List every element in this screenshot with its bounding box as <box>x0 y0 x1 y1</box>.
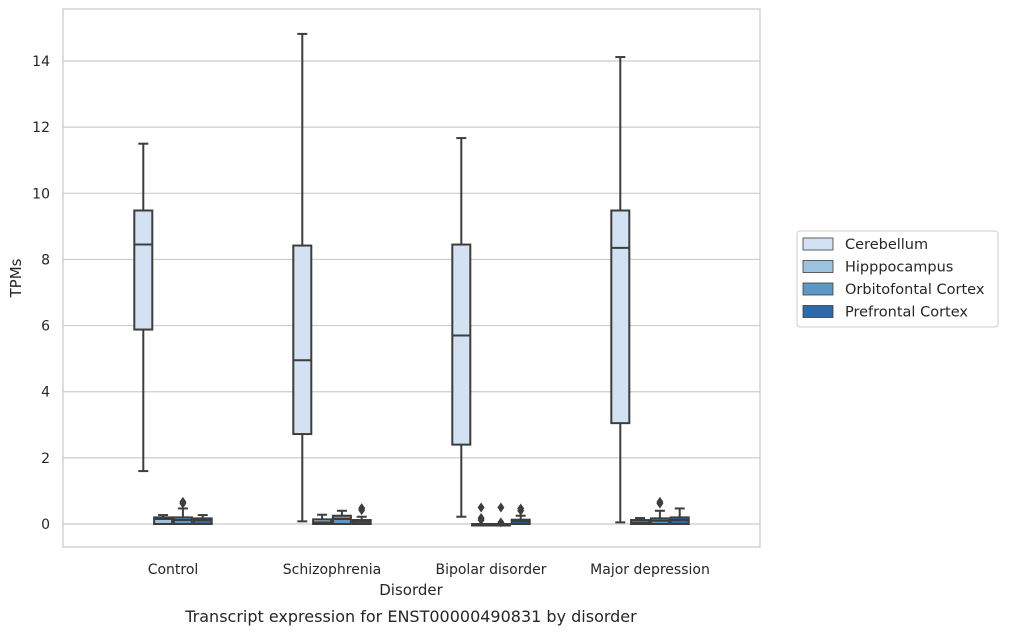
box-prefrontal-cortex <box>669 507 690 525</box>
box-prefrontal-cortex <box>351 503 372 526</box>
grid-lines <box>63 60 760 525</box>
y-tick-label: 0 <box>41 517 50 533</box>
box-cerebellum <box>451 137 472 518</box>
plot-background <box>63 9 760 547</box>
y-tick-label: 4 <box>41 385 50 401</box>
outlier-point <box>179 496 187 507</box>
box-cerebellum <box>610 56 631 524</box>
outlier-point <box>477 513 485 524</box>
x-tick-label: Major depression <box>590 562 710 578</box>
legend-label: Hipppocampus <box>845 260 953 276</box>
box-orbitofontal-cortex <box>331 509 352 525</box>
x-tick-label: Control <box>148 562 199 578</box>
legend-label: Orbitofontal Cortex <box>845 282 985 298</box>
y-tick-label: 14 <box>32 54 50 70</box>
box-series <box>133 32 690 528</box>
box-cerebellum <box>292 32 313 523</box>
legend: Cerebellum Hipppocampus Orbitofontal Corte… <box>796 230 999 328</box>
legend-label: Cerebellum <box>845 237 928 253</box>
box-orbitofontal-cortex <box>649 496 670 526</box>
outlier-point <box>358 503 366 514</box>
box-body <box>192 517 213 526</box>
y-tick-label: 10 <box>32 186 50 202</box>
legend-swatch <box>802 237 834 251</box>
outlier-point <box>477 502 485 513</box>
legend-swatch <box>802 260 834 273</box>
x-tick-labels: Control Schizophrenia Bipolar disorder Majo… <box>148 562 710 578</box>
y-tick-label: 8 <box>41 252 50 268</box>
box-hipppocampus <box>153 514 174 525</box>
y-tick-label: 6 <box>41 319 50 335</box>
chart-caption: Transcript expression for ENST0000049083… <box>184 607 637 626</box>
x-tick-label: Bipolar disorder <box>435 562 546 578</box>
legend-swatch <box>802 305 834 318</box>
legend-frame <box>796 230 999 328</box>
y-tick-labels: 0 2 4 6 8 10 12 14 <box>32 54 50 533</box>
y-tick-label: 2 <box>41 451 50 467</box>
outlier-point <box>497 502 505 513</box>
outlier-point <box>497 517 505 528</box>
legend-swatch <box>802 282 834 296</box>
box-orbitofontal-cortex <box>172 496 193 525</box>
box-body <box>153 516 174 525</box>
outlier-point <box>656 496 664 507</box>
legend-label: Prefrontal Cortex <box>845 305 968 321</box>
box-cerebellum <box>133 142 154 473</box>
box-hipppocampus <box>630 517 651 526</box>
plot-frame <box>62 8 761 548</box>
y-axis-label: TPMs <box>7 258 25 298</box>
box-hipppocampus <box>312 513 333 525</box>
box-body <box>610 209 631 425</box>
box-hipppocampus <box>471 502 492 527</box>
box-prefrontal-cortex <box>192 514 213 526</box>
x-axis-label: Disorder <box>379 581 443 599</box>
box-orbitofontal-cortex <box>490 502 511 528</box>
box-body <box>292 244 313 436</box>
box-prefrontal-cortex <box>510 503 531 526</box>
y-tick-label: 12 <box>32 120 50 136</box>
box-body <box>451 243 472 446</box>
outlier-point <box>517 503 525 514</box>
x-tick-label: Schizophrenia <box>283 562 381 578</box>
box-body <box>133 209 154 331</box>
